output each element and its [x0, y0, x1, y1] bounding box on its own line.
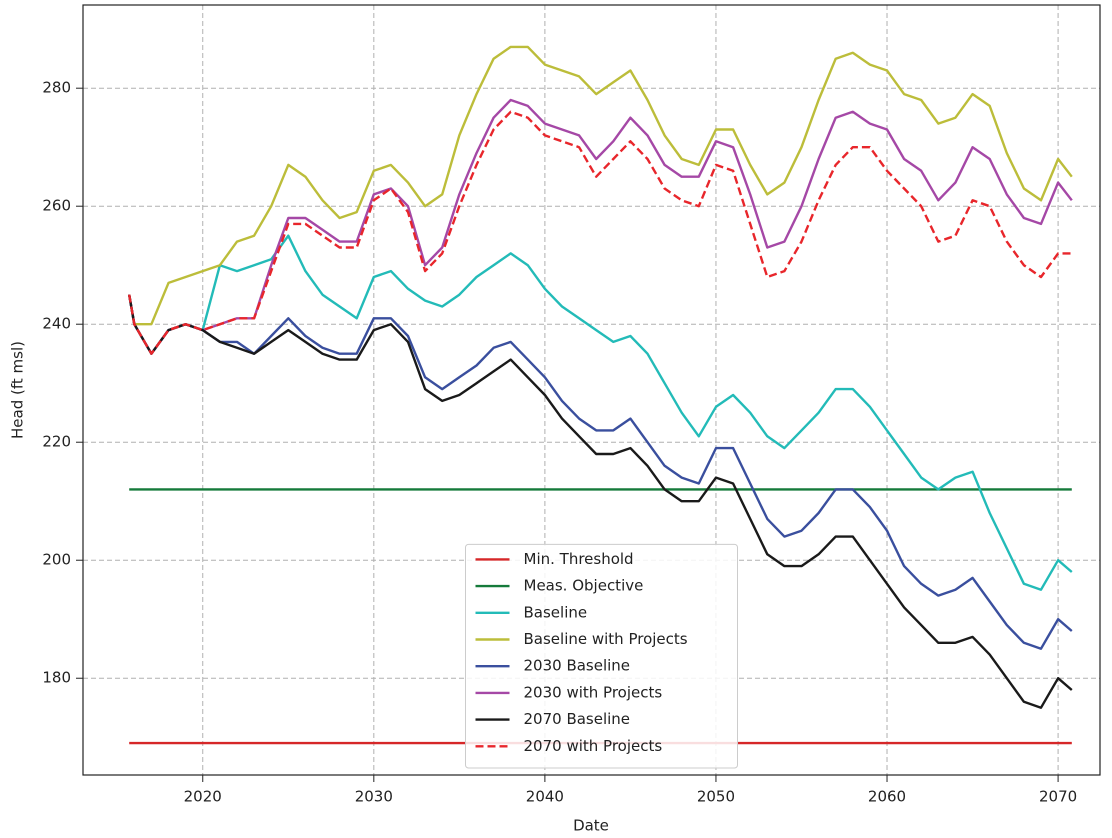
series-line	[128, 110, 1072, 355]
legend-label: Baseline with Projects	[524, 630, 688, 648]
legend: Min. Threshold Meas. Objective Baseline Bas…	[465, 543, 738, 769]
series-line	[128, 98, 1073, 355]
y-tick-label: 180	[42, 669, 71, 687]
legend-label: 2030 with Projects	[524, 683, 663, 701]
y-tick-label: 260	[42, 197, 71, 215]
series-line	[128, 234, 1073, 591]
x-tick-label: 2070	[1039, 788, 1077, 806]
legend-label: Baseline	[524, 603, 588, 621]
y-tick-label: 200	[42, 551, 71, 569]
x-tick-label: 2060	[868, 788, 906, 806]
y-tick-label: 240	[42, 315, 71, 333]
series-line	[128, 45, 1073, 326]
y-tick-label: 220	[42, 433, 71, 451]
y-axis-label: Head (ft msl)	[9, 341, 27, 439]
x-tick-label: 2040	[526, 788, 564, 806]
legend-label: 2030 Baseline	[524, 657, 631, 675]
legend-label: 2070 with Projects	[524, 737, 663, 755]
legend-label: 2070 Baseline	[524, 710, 631, 728]
y-tick-label: 280	[42, 79, 71, 97]
legend-label: Meas. Objective	[524, 577, 644, 595]
legend-label: Min. Threshold	[524, 550, 634, 568]
series-line	[128, 294, 1073, 709]
x-tick-label: 2020	[184, 788, 222, 806]
x-tick-label: 2050	[697, 788, 735, 806]
x-axis-label: Date	[573, 817, 609, 835]
series-line	[128, 294, 1073, 650]
legend-box	[465, 543, 738, 769]
x-tick-label: 2030	[355, 788, 393, 806]
plot-frame	[82, 4, 1101, 776]
